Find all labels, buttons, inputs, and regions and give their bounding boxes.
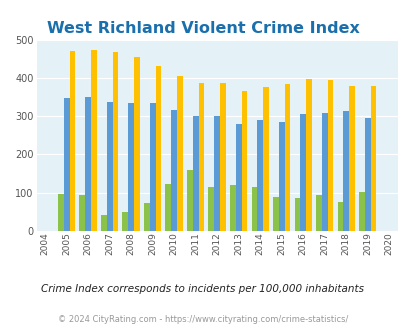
Bar [284,84,290,231]
Bar [321,114,327,231]
Text: West Richland Violent Crime Index: West Richland Violent Crime Index [47,21,358,36]
Bar [85,97,91,231]
Bar [144,203,149,231]
Bar [343,111,348,231]
Bar [364,118,370,231]
Bar [305,79,311,231]
Bar [69,51,75,231]
Bar [134,57,140,231]
Bar [337,202,343,231]
Text: © 2024 CityRating.com - https://www.cityrating.com/crime-statistics/: © 2024 CityRating.com - https://www.city… [58,315,347,324]
Bar [122,212,128,231]
Bar [112,52,118,231]
Bar [214,116,220,231]
Bar [101,214,107,231]
Bar [257,120,262,231]
Bar [187,170,192,231]
Bar [251,187,257,231]
Text: Crime Index corresponds to incidents per 100,000 inhabitants: Crime Index corresponds to incidents per… [41,284,364,294]
Bar [230,185,235,231]
Bar [171,111,177,231]
Bar [294,198,300,231]
Bar [58,194,64,231]
Bar [358,192,364,231]
Bar [64,98,69,231]
Bar [192,116,198,231]
Bar [128,103,134,231]
Bar [198,83,204,231]
Bar [79,195,85,231]
Bar [278,122,284,231]
Bar [241,90,247,231]
Bar [370,86,375,231]
Bar [300,114,305,231]
Bar [165,183,171,231]
Bar [220,83,225,231]
Bar [177,76,183,231]
Bar [107,102,112,231]
Bar [262,87,268,231]
Bar [235,124,241,231]
Bar [149,103,155,231]
Bar [315,195,321,231]
Bar [348,85,354,231]
Bar [91,50,97,231]
Bar [272,197,278,231]
Bar [155,66,161,231]
Bar [208,187,214,231]
Bar [327,80,333,231]
